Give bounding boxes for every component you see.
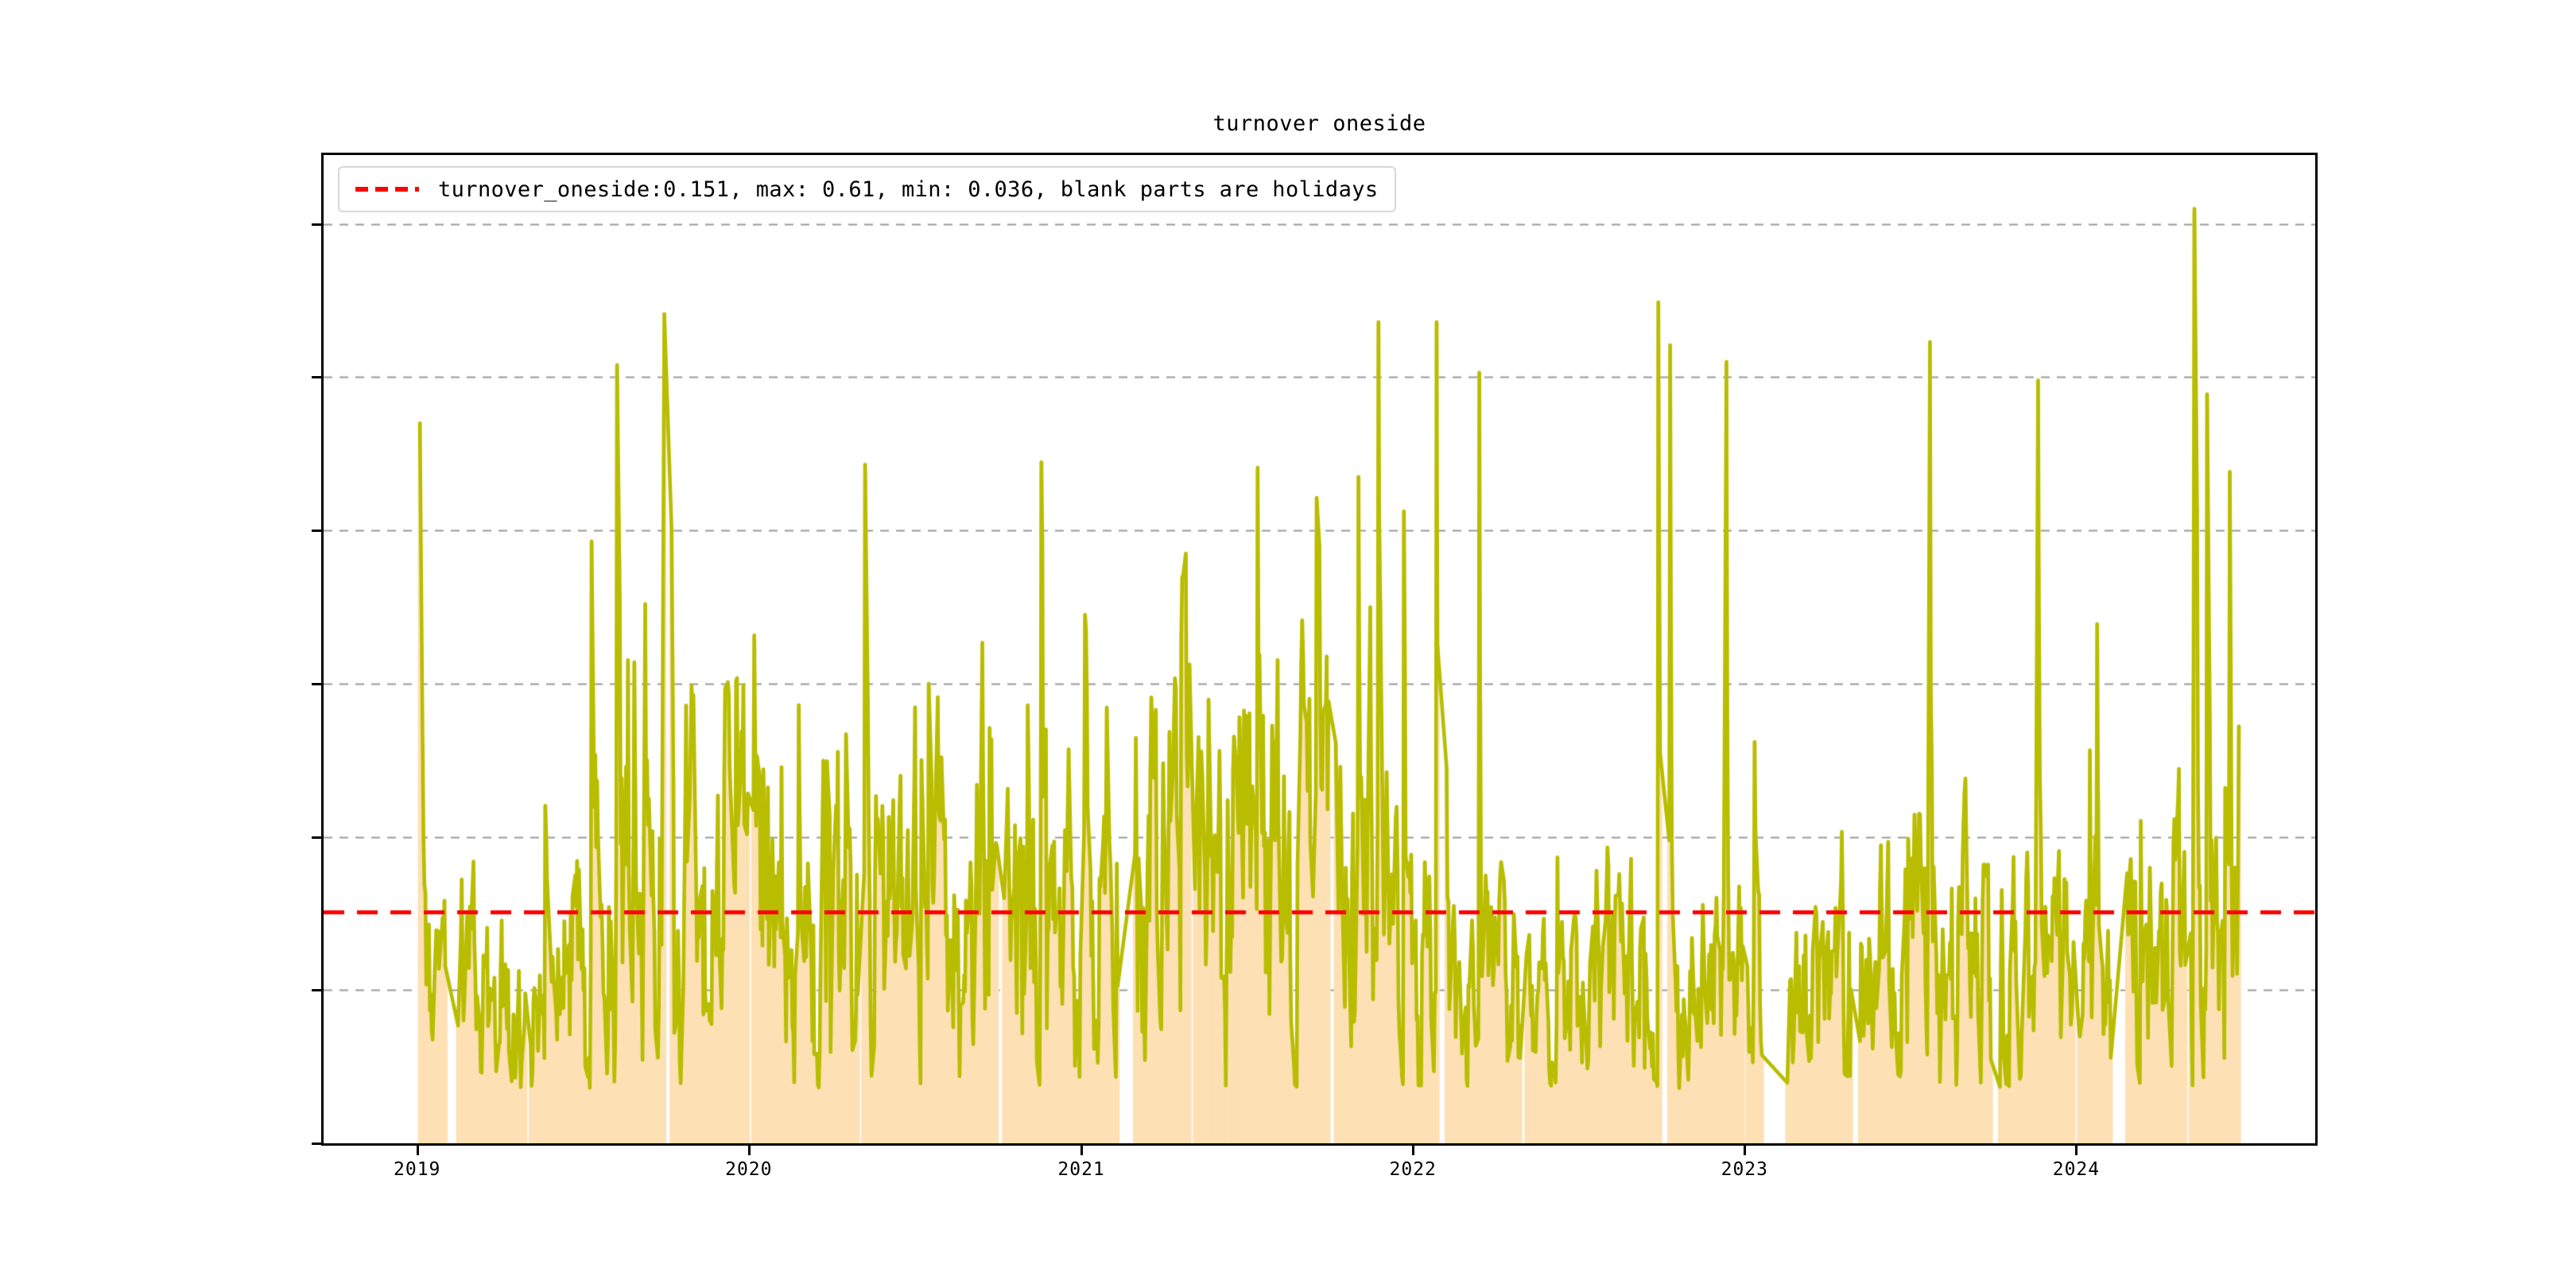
y-tick-mark — [312, 836, 321, 839]
chart-legend: turnover_oneside:0.151, max: 0.61, min: … — [338, 166, 1396, 212]
x-tick-label: 2023 — [1721, 1159, 1769, 1180]
x-tick-mark — [1080, 1146, 1084, 1155]
y-tick-mark — [312, 682, 321, 685]
x-tick-mark — [1744, 1146, 1747, 1155]
y-tick-mark — [312, 376, 321, 379]
y-tick-mark — [312, 530, 321, 533]
plot-area — [321, 153, 2318, 1146]
x-tick-label: 2021 — [1057, 1159, 1105, 1180]
x-tick-mark — [747, 1146, 751, 1155]
y-tick-mark — [312, 989, 321, 992]
x-tick-mark — [1412, 1146, 1415, 1155]
x-tick-mark — [416, 1146, 419, 1155]
x-tick-label: 2020 — [725, 1159, 773, 1180]
turnover-oneside-plot — [324, 155, 2315, 1143]
y-tick-mark — [312, 1143, 321, 1145]
legend-label: turnover_oneside:0.151, max: 0.61, min: … — [438, 177, 1379, 202]
x-tick-label: 2024 — [2052, 1159, 2101, 1180]
x-tick-label: 2019 — [394, 1159, 441, 1180]
x-tick-mark — [2075, 1146, 2078, 1155]
y-tick-mark — [312, 223, 321, 226]
page-title: turnover oneside — [1212, 111, 1426, 136]
x-tick-label: 2022 — [1389, 1159, 1437, 1180]
mean-line-swatch-icon — [355, 187, 419, 192]
